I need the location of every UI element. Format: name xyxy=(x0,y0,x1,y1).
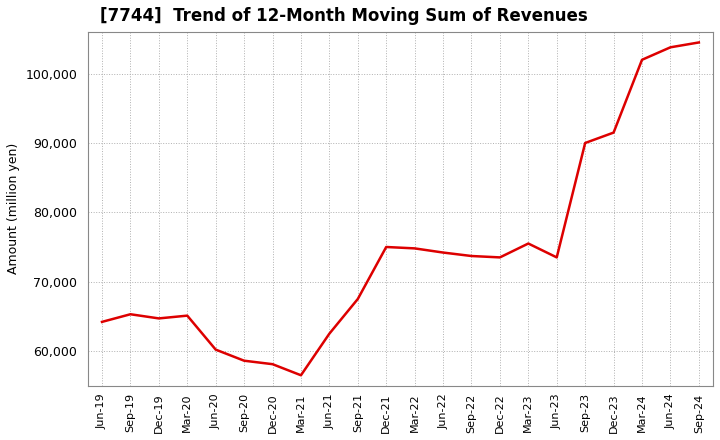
Text: [7744]  Trend of 12-Month Moving Sum of Revenues: [7744] Trend of 12-Month Moving Sum of R… xyxy=(100,7,588,25)
Y-axis label: Amount (million yen): Amount (million yen) xyxy=(7,143,20,275)
